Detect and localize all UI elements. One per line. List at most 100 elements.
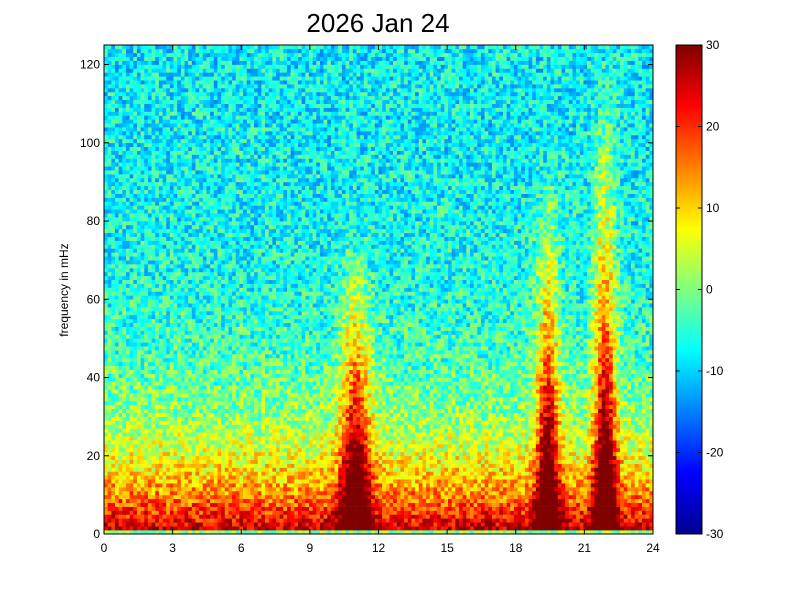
- heatmap-cell: [129, 279, 134, 284]
- heatmap-cell: [202, 181, 207, 187]
- heatmap-cell: [177, 80, 182, 85]
- heatmap-cell: [232, 240, 237, 245]
- heatmap-cell: [228, 166, 233, 171]
- heatmap-cell: [213, 506, 218, 511]
- heatmap-cell: [151, 365, 156, 370]
- heatmap-cell: [217, 526, 222, 531]
- heatmap-cell: [169, 193, 174, 198]
- heatmap-cell: [228, 224, 233, 230]
- heatmap-cell: [151, 483, 156, 488]
- heatmap-cell: [246, 131, 251, 136]
- heatmap-cell: [169, 127, 174, 132]
- heatmap-cell: [246, 510, 251, 515]
- heatmap-cell: [114, 91, 119, 97]
- heatmap-cell: [122, 64, 127, 69]
- heatmap-cell: [140, 185, 145, 191]
- heatmap-cell: [246, 84, 251, 89]
- heatmap-cell: [111, 314, 116, 320]
- heatmap-cell: [246, 530, 251, 535]
- heatmap-cell: [180, 428, 185, 433]
- heatmap-cell: [195, 80, 200, 85]
- heatmap-cell: [221, 224, 226, 230]
- heatmap-cell: [166, 463, 171, 468]
- heatmap-cell: [147, 440, 152, 445]
- heatmap-cell: [169, 326, 174, 331]
- heatmap-cell: [191, 170, 196, 175]
- heatmap-cell: [243, 506, 248, 511]
- heatmap-cell: [122, 479, 127, 484]
- heatmap-cell: [184, 440, 189, 445]
- heatmap-cell: [158, 283, 163, 288]
- heatmap-cell: [195, 213, 200, 218]
- heatmap-cell: [191, 166, 196, 171]
- heatmap-cell: [147, 322, 152, 327]
- heatmap-cell: [195, 84, 200, 89]
- heatmap-cell: [210, 107, 215, 112]
- heatmap-cell: [173, 444, 178, 449]
- heatmap-cell: [228, 502, 233, 507]
- heatmap-cell: [144, 88, 149, 93]
- heatmap-cell: [125, 393, 130, 398]
- heatmap-cell: [177, 213, 182, 218]
- heatmap-cell: [224, 498, 229, 503]
- heatmap-cell: [224, 322, 229, 327]
- heatmap-cell: [213, 197, 218, 202]
- heatmap-cell: [129, 346, 134, 351]
- heatmap-cell: [104, 479, 108, 484]
- heatmap-cell: [155, 506, 160, 511]
- heatmap-cell: [151, 444, 156, 449]
- heatmap-cell: [129, 455, 134, 460]
- heatmap-cell: [224, 436, 229, 441]
- heatmap-cell: [206, 295, 211, 300]
- heatmap-cell: [147, 99, 152, 104]
- heatmap-cell: [111, 373, 116, 378]
- heatmap-cell: [202, 502, 207, 507]
- heatmap-cell: [191, 162, 196, 167]
- heatmap-cell: [104, 142, 108, 148]
- heatmap-cell: [217, 459, 222, 464]
- heatmap-cell: [158, 397, 163, 402]
- heatmap-cell: [228, 134, 233, 140]
- heatmap-cell: [169, 205, 174, 210]
- heatmap-cell: [191, 494, 196, 500]
- heatmap-cell: [133, 95, 138, 101]
- heatmap-cell: [136, 490, 141, 496]
- heatmap-cell: [195, 408, 200, 414]
- heatmap-cell: [144, 236, 149, 241]
- heatmap-cell: [133, 428, 138, 433]
- heatmap-cell: [155, 326, 160, 331]
- heatmap-cell: [155, 459, 160, 464]
- heatmap-cell: [210, 185, 215, 191]
- heatmap-cell: [184, 361, 189, 367]
- heatmap-cell: [158, 279, 163, 284]
- heatmap-cell: [158, 127, 163, 132]
- heatmap-cell: [173, 197, 178, 202]
- heatmap-cell: [202, 475, 207, 480]
- heatmap-cell: [147, 530, 152, 535]
- heatmap-cell: [107, 217, 112, 222]
- heatmap-cell: [136, 91, 141, 97]
- heatmap-cell: [210, 170, 215, 175]
- heatmap-cell: [235, 377, 240, 382]
- heatmap-cell: [169, 115, 174, 120]
- heatmap-cell: [228, 459, 233, 464]
- heatmap-cell: [158, 189, 163, 194]
- heatmap-cell: [166, 346, 171, 351]
- heatmap-cell: [104, 162, 108, 167]
- heatmap-cell: [107, 166, 112, 171]
- heatmap-cell: [104, 369, 108, 374]
- heatmap-cell: [202, 185, 207, 191]
- heatmap-cell: [221, 455, 226, 460]
- heatmap-cell: [173, 279, 178, 284]
- heatmap-cell: [169, 60, 174, 65]
- heatmap-cell: [140, 291, 145, 296]
- heatmap-cell: [195, 444, 200, 449]
- heatmap-cell: [188, 45, 193, 50]
- heatmap-cell: [166, 64, 171, 69]
- heatmap-cell: [144, 490, 149, 496]
- heatmap-cell: [140, 416, 145, 421]
- heatmap-cell: [158, 487, 163, 492]
- heatmap-cell: [235, 76, 240, 81]
- heatmap-cell: [155, 342, 160, 347]
- heatmap-cell: [111, 494, 116, 500]
